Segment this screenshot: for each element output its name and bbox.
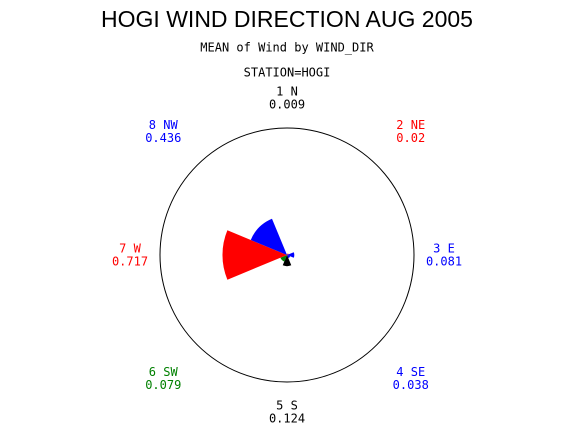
wedge	[280, 255, 287, 262]
value-label: 0.02	[396, 131, 425, 145]
wedge	[222, 230, 287, 280]
chart-title: HOGI WIND DIRECTION AUG 2005	[101, 6, 473, 32]
direction-label: 6 SW	[149, 365, 179, 379]
direction-label: 2 NE	[396, 118, 425, 132]
value-label: 0.079	[145, 378, 181, 392]
wedge	[287, 253, 289, 255]
chart-caption: STATION=HOGI	[244, 66, 331, 80]
value-label: 0.124	[269, 412, 305, 426]
value-label: 0.436	[145, 131, 181, 145]
wedge	[282, 255, 292, 267]
direction-label: 7 W	[119, 242, 141, 256]
chart-subtitle: MEAN of Wind by WIND_DIR	[200, 41, 374, 55]
wedge	[286, 254, 288, 255]
direction-label: 3 E	[433, 242, 455, 256]
direction-label: 4 SE	[396, 365, 425, 379]
value-label: 0.038	[393, 378, 429, 392]
wedge	[287, 252, 295, 258]
direction-label: 5 S	[276, 399, 298, 413]
value-label: 0.009	[269, 98, 305, 112]
direction-label: 1 N	[276, 85, 298, 99]
value-label: 0.081	[426, 255, 462, 269]
frame-circle	[159, 127, 415, 383]
value-label: 0.717	[112, 255, 148, 269]
direction-label: 8 NW	[149, 118, 179, 132]
wedge	[287, 255, 291, 259]
wedge	[250, 218, 287, 255]
